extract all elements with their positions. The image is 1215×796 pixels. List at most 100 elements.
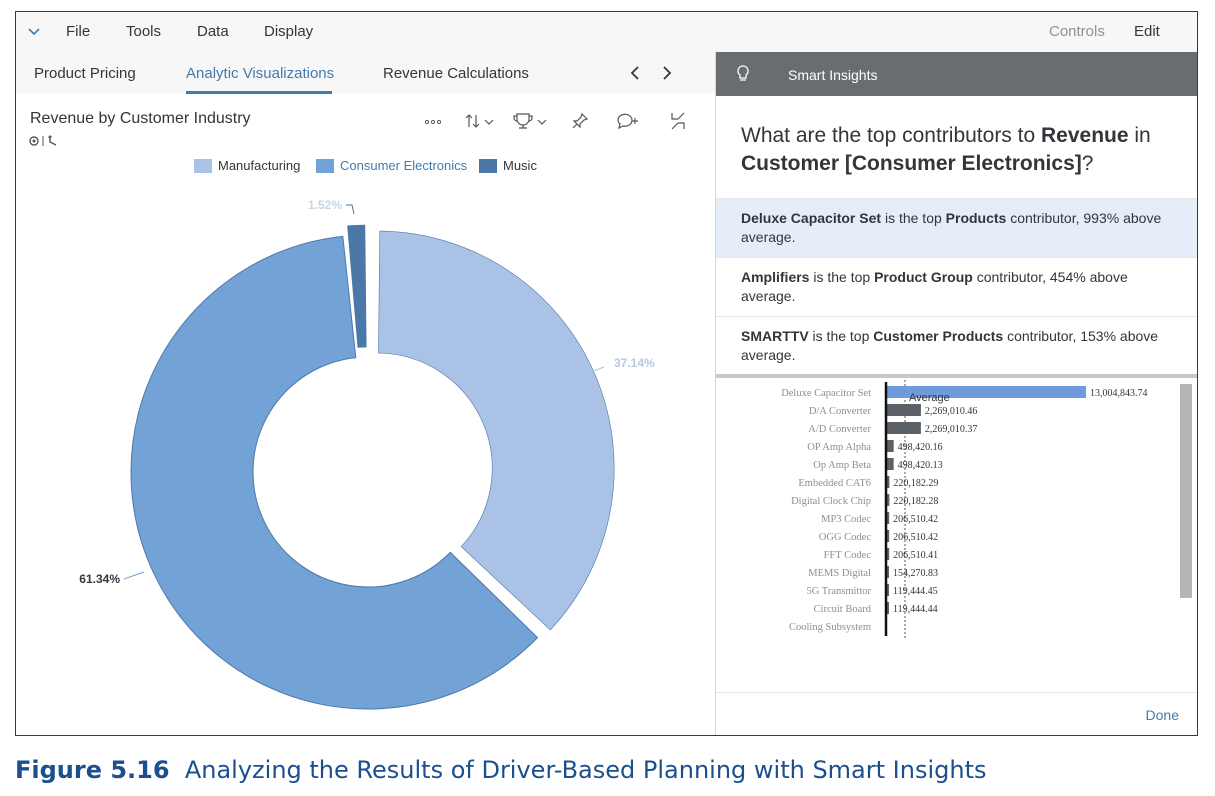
donut-chart: 37.14% 61.34% 1.52% bbox=[79, 198, 655, 710]
smart-insights-panel: Smart Insights What are the top contribu… bbox=[715, 52, 1197, 735]
bar-category-label: Cooling Subsystem bbox=[789, 622, 871, 633]
insight-item[interactable]: Deluxe Capacitor Set is the top Products… bbox=[716, 198, 1197, 257]
bar-value-label: 119,444.44 bbox=[893, 604, 938, 615]
legend-label: Music bbox=[503, 158, 537, 173]
panel-header: Smart Insights bbox=[716, 52, 1197, 96]
contributor-bar[interactable] bbox=[886, 584, 889, 596]
legend-swatch bbox=[479, 158, 497, 173]
tab-bar: Product Pricing Analytic Visualizations … bbox=[16, 52, 715, 94]
figure-number: Figure 5.16 bbox=[15, 756, 170, 784]
bar-category-label: Deluxe Capacitor Set bbox=[781, 388, 871, 399]
menu-bar: File Tools Data Display Controls Edit bbox=[16, 12, 1197, 52]
collapse-icon[interactable] bbox=[668, 111, 688, 131]
contributor-bar[interactable] bbox=[886, 422, 921, 434]
legend-label: Consumer Electronics bbox=[340, 158, 468, 173]
bar-value-label: 2,269,010.46 bbox=[925, 406, 978, 417]
contributor-bar[interactable] bbox=[886, 476, 890, 488]
bar-value-label: 206,510.42 bbox=[893, 532, 938, 543]
bar-category-label: Circuit Board bbox=[814, 604, 872, 615]
bar-category-label: MEMS Digital bbox=[808, 568, 871, 579]
bar-category-label: A/D Converter bbox=[808, 424, 871, 435]
trophy-icon[interactable] bbox=[512, 111, 550, 131]
menu-tools[interactable]: Tools bbox=[126, 23, 162, 40]
contributor-bar[interactable] bbox=[886, 404, 921, 416]
bar-value-label: 206,510.41 bbox=[893, 550, 938, 561]
slice-label: 1.52% bbox=[308, 198, 342, 212]
contributor-bar[interactable] bbox=[886, 512, 890, 524]
bar-category-label: FFT Codec bbox=[824, 550, 872, 561]
tab-analytic-visualizations[interactable]: Analytic Visualizations bbox=[186, 65, 335, 82]
add-comment-icon[interactable] bbox=[615, 111, 639, 131]
legend-item-consumer-electronics[interactable]: Consumer Electronics bbox=[316, 158, 467, 173]
figure-caption: Figure 5.16 Analyzing the Results of Dri… bbox=[15, 756, 987, 784]
sort-icon[interactable] bbox=[463, 111, 497, 131]
menu-display[interactable]: Display bbox=[264, 23, 314, 40]
more-icon[interactable] bbox=[423, 111, 443, 131]
contributor-bar[interactable] bbox=[886, 548, 890, 560]
insight-item[interactable]: SMARTTV is the top Customer Products con… bbox=[716, 316, 1197, 374]
bar-value-label: 220,182.29 bbox=[893, 478, 938, 489]
scrollbar[interactable] bbox=[1180, 384, 1192, 598]
legend-label: Manufacturing bbox=[218, 158, 301, 173]
bar-category-label: Op Amp Beta bbox=[813, 460, 871, 471]
chevron-down-icon[interactable] bbox=[26, 23, 42, 39]
slice-label: 61.34% bbox=[79, 572, 120, 586]
insight-item[interactable]: Amplifiers is the top Product Group cont… bbox=[716, 257, 1197, 316]
lightbulb-icon bbox=[737, 65, 749, 81]
menu-data[interactable]: Data bbox=[197, 23, 229, 40]
average-label: Average bbox=[909, 392, 950, 404]
contributor-bar[interactable] bbox=[886, 530, 890, 542]
tab-revenue-calculations[interactable]: Revenue Calculations bbox=[383, 65, 529, 82]
bar-category-label: MP3 Codec bbox=[821, 514, 871, 525]
tab-product-pricing[interactable]: Product Pricing bbox=[34, 65, 136, 82]
panel-footer: Done bbox=[716, 692, 1197, 735]
slice-label: 37.14% bbox=[614, 356, 655, 370]
contributor-bar[interactable] bbox=[886, 566, 889, 578]
menu-controls[interactable]: Controls bbox=[1049, 23, 1105, 40]
app-window: File Tools Data Display Controls Edit Pr… bbox=[15, 11, 1198, 736]
bar-value-label: 2,269,010.37 bbox=[925, 424, 978, 435]
bar-value-label: 498,420.13 bbox=[898, 460, 943, 471]
contributor-bar[interactable] bbox=[886, 602, 889, 614]
label-leader-line bbox=[123, 571, 145, 580]
insight-question: What are the top contributors to Revenue… bbox=[741, 124, 1151, 175]
contributor-bar[interactable] bbox=[886, 458, 894, 470]
bar-value-label: 119,444.45 bbox=[893, 586, 938, 597]
bar-category-label: 5G Transmittor bbox=[807, 586, 872, 597]
bar-value-label: 13,004,843.74 bbox=[1090, 388, 1148, 399]
bar-value-label: 498,420.16 bbox=[898, 442, 943, 453]
legend-item-manufacturing[interactable]: Manufacturing bbox=[194, 158, 300, 173]
slice-manufacturing[interactable] bbox=[378, 230, 615, 631]
figure-text: Analyzing the Results of Driver-Based Pl… bbox=[184, 756, 987, 784]
active-tab-indicator bbox=[186, 91, 332, 94]
label-leader-line bbox=[346, 204, 355, 215]
bar-category-label: D/A Converter bbox=[809, 406, 872, 417]
bar-value-label: 154,270.83 bbox=[893, 568, 938, 579]
contributor-bar[interactable] bbox=[886, 494, 890, 506]
slice-music[interactable] bbox=[347, 224, 367, 348]
done-button[interactable]: Done bbox=[1145, 707, 1179, 723]
menu-file[interactable]: File bbox=[66, 23, 91, 40]
hierarchy-icon[interactable] bbox=[28, 133, 68, 149]
contributor-bar[interactable] bbox=[886, 386, 1086, 398]
menu-edit[interactable]: Edit bbox=[1134, 23, 1160, 40]
legend-item-music[interactable]: Music bbox=[479, 158, 537, 173]
bar-category-label: OGG Codec bbox=[819, 532, 872, 543]
legend-swatch bbox=[194, 158, 212, 173]
bar-category-label: Embedded CAT6 bbox=[798, 478, 871, 489]
chevron-right-icon[interactable] bbox=[658, 64, 676, 82]
slice-consumer-electronics[interactable] bbox=[130, 235, 539, 710]
bar-value-label: 206,510.42 bbox=[893, 514, 938, 525]
chevron-left-icon[interactable] bbox=[626, 64, 644, 82]
pin-icon[interactable] bbox=[570, 111, 590, 131]
section-divider bbox=[716, 374, 1197, 378]
chart-title: Revenue by Customer Industry bbox=[30, 110, 251, 127]
panel-title: Smart Insights bbox=[788, 67, 878, 83]
bar-value-label: 220,182.28 bbox=[893, 496, 938, 507]
bar-category-label: Digital Clock Chip bbox=[791, 496, 871, 507]
contributors-bar-chart: Deluxe Capacitor Set 13,004,843.74 D/A Con… bbox=[781, 380, 1192, 638]
contributor-bar[interactable] bbox=[886, 440, 894, 452]
label-leader-line bbox=[590, 366, 605, 373]
legend-swatch bbox=[316, 158, 334, 173]
bar-category-label: OP Amp Alpha bbox=[807, 442, 871, 453]
